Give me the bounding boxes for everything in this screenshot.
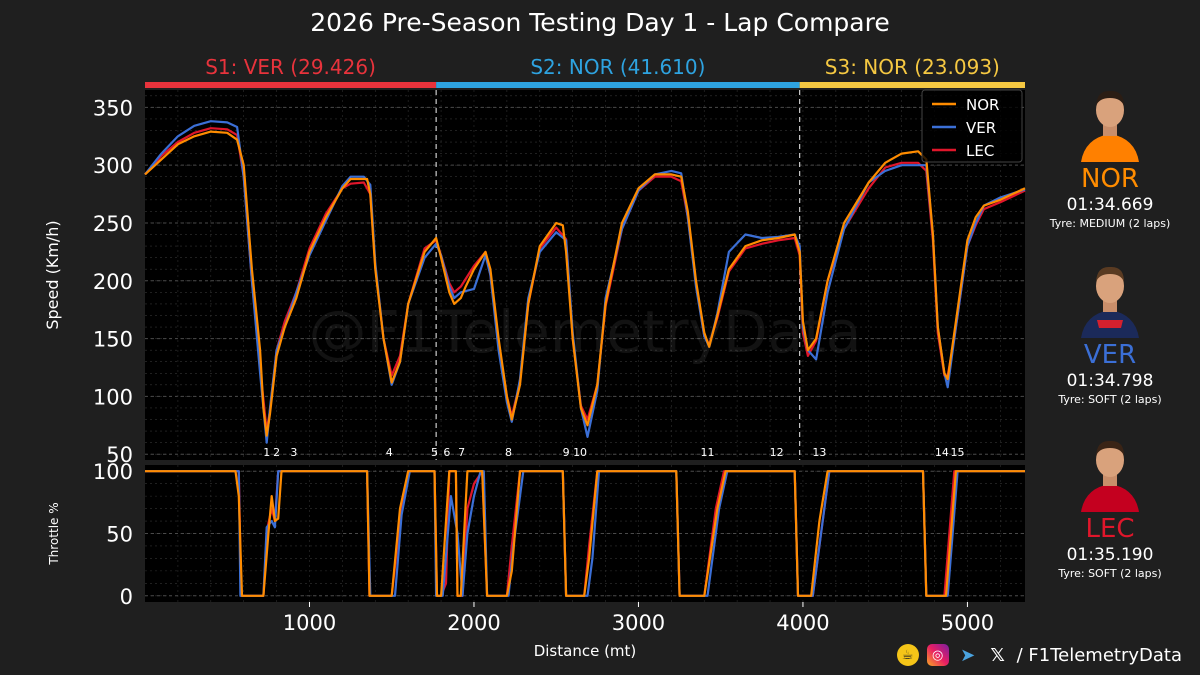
driver-lap-time: 01:34.798 <box>1066 371 1154 391</box>
sector-bar <box>436 82 800 88</box>
driver-code: VER <box>1083 340 1137 370</box>
driver-tyre: Tyre: SOFT (2 laps) <box>1058 393 1162 406</box>
driver-panel-lec: LEC 01:35.190 Tyre: SOFT (2 laps) <box>1045 432 1175 582</box>
legend-label: NOR <box>966 96 999 114</box>
corner-label: 10 <box>573 446 587 459</box>
speed-tick-label: 200 <box>93 270 133 294</box>
driver-panel-nor: NOR 01:34.669 Tyre: MEDIUM (2 laps) <box>1045 82 1175 232</box>
speed-tick-label: 300 <box>93 154 133 178</box>
driver-lap-time: 01:35.190 <box>1066 545 1154 565</box>
corner-label: 15 <box>951 446 965 459</box>
corner-label: 5 <box>431 446 438 459</box>
x-tick-label: 4000 <box>776 611 829 635</box>
sector-label: S1: VER (29.426) <box>205 55 376 79</box>
instagram-icon[interactable]: ◎ <box>926 644 949 666</box>
corner-label: 3 <box>290 446 297 459</box>
speed-plot-area <box>145 90 1025 460</box>
driver-panel-ver: VER 01:34.798 Tyre: SOFT (2 laps) <box>1045 258 1175 408</box>
corner-label: 11 <box>701 446 715 459</box>
throttle-tick-label: 100 <box>93 460 133 484</box>
x-icon[interactable]: 𝕏 <box>990 644 1005 666</box>
driver-code: NOR <box>1081 164 1139 194</box>
corner-label: 8 <box>505 446 512 459</box>
throttle-tick-label: 50 <box>106 523 133 547</box>
driver-code: LEC <box>1085 514 1135 544</box>
chart-title: 2026 Pre-Season Testing Day 1 - Lap Comp… <box>310 8 890 37</box>
corner-label: 2 <box>273 446 280 459</box>
legend-label: LEC <box>966 142 994 160</box>
sector-label: S3: NOR (23.093) <box>825 55 1000 79</box>
x-axis-label: Distance (mt) <box>534 642 637 660</box>
corner-label: 12 <box>770 446 784 459</box>
corner-label: 4 <box>386 446 393 459</box>
corner-label: 9 <box>563 446 570 459</box>
watermark: @F1TelemetryData <box>309 298 862 366</box>
legend-label: VER <box>966 119 996 137</box>
corner-label: 1 <box>263 446 270 459</box>
x-tick-label: 1000 <box>283 611 336 635</box>
footer-handle[interactable]: / F1TelemetryData <box>1016 644 1182 666</box>
x-tick-label: 5000 <box>941 611 994 635</box>
driver-tyre: Tyre: MEDIUM (2 laps) <box>1049 217 1171 230</box>
avatar <box>1077 258 1143 338</box>
sector-bar <box>799 82 1025 88</box>
speed-tick-label: 250 <box>93 212 133 236</box>
corner-label: 14 <box>935 446 949 459</box>
throttle-axis-label: Throttle % <box>47 502 61 565</box>
x-tick-label: 2000 <box>447 611 500 635</box>
avatar <box>1077 432 1143 512</box>
speed-tick-label: 150 <box>93 328 133 352</box>
avatar <box>1077 82 1143 162</box>
legend-box <box>921 89 1023 163</box>
speed-axis-label: Speed (Km/h) <box>43 220 62 329</box>
corner-label: 6 <box>443 446 450 459</box>
sector-label: S2: NOR (41.610) <box>530 55 705 79</box>
corner-label: 13 <box>812 446 826 459</box>
sector-bar <box>145 82 437 88</box>
driver-tyre: Tyre: SOFT (2 laps) <box>1058 567 1162 580</box>
throttle-series-line-nor <box>145 470 1025 597</box>
speed-series-line-nor <box>144 130 1026 437</box>
telegram-icon[interactable]: ➤ <box>960 644 976 666</box>
throttle-tick-label: 0 <box>120 585 133 609</box>
driver-lap-time: 01:34.669 <box>1066 195 1154 215</box>
corner-label: 7 <box>458 446 465 459</box>
speed-tick-label: 350 <box>93 96 133 120</box>
footer: ☕ ◎ ➤ 𝕏 / F1TelemetryData <box>896 640 1182 670</box>
speed-tick-label: 100 <box>93 385 133 409</box>
speed-tick-label: 50 <box>106 443 133 467</box>
tip-jar-icon[interactable]: ☕ <box>896 644 919 666</box>
x-tick-label: 3000 <box>612 611 665 635</box>
